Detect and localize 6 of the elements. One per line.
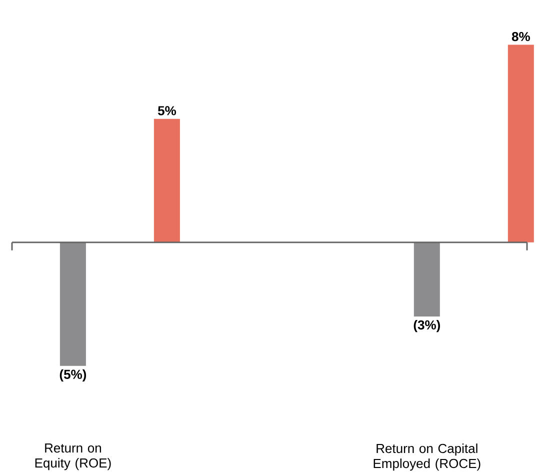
x-tick-label: Return on Equity (ROE) xyxy=(35,444,111,470)
data-label: (5%) xyxy=(60,369,86,382)
x-tick-label: Return on Capital Employed (ROCE) xyxy=(374,444,480,471)
data-label: (3%) xyxy=(414,320,440,332)
data-label: 8% xyxy=(512,32,530,42)
data-label: 5% xyxy=(158,106,176,116)
